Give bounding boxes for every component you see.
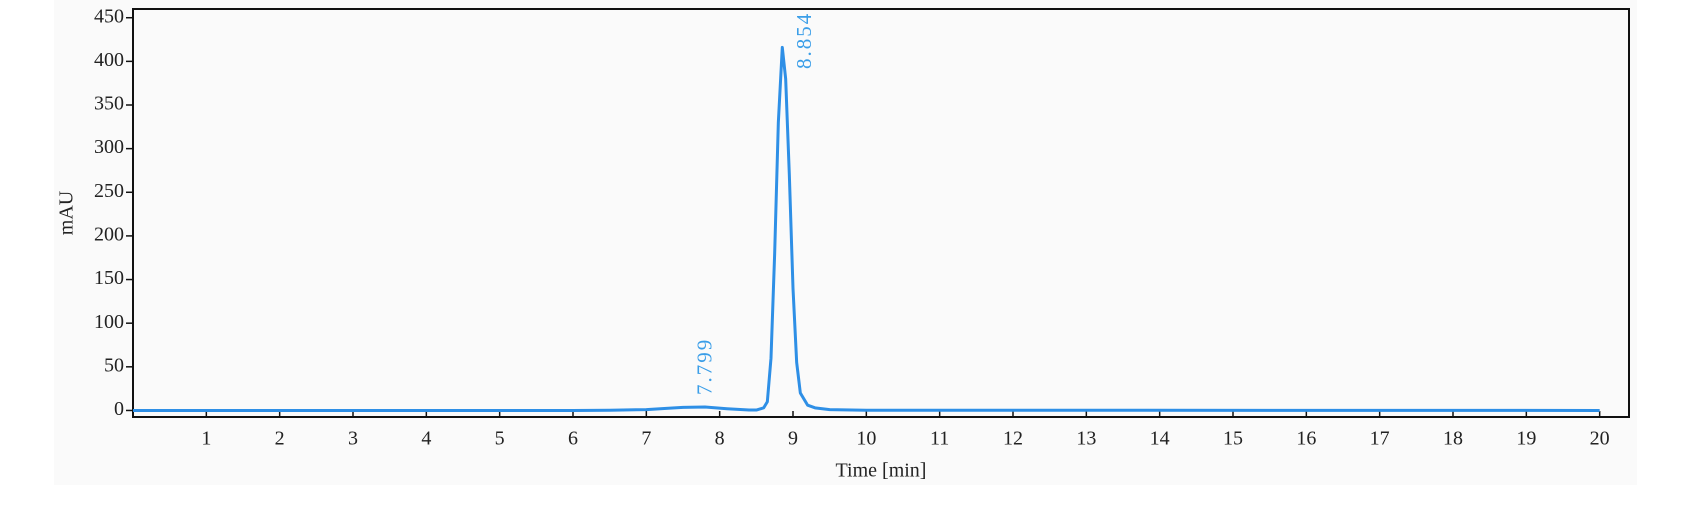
y-tick-label: 150 bbox=[94, 267, 124, 289]
x-tick-label: 15 bbox=[1223, 428, 1243, 450]
x-tick-label: 8 bbox=[715, 428, 725, 450]
x-tick-label: 18 bbox=[1443, 428, 1463, 450]
x-tick-label: 7 bbox=[641, 428, 651, 450]
x-tick-label: 1 bbox=[201, 428, 211, 450]
x-tick-label: 19 bbox=[1516, 428, 1536, 450]
y-tick-label: 350 bbox=[94, 93, 124, 115]
y-tick-label: 100 bbox=[94, 311, 124, 333]
y-tick-label: 400 bbox=[94, 49, 124, 71]
peak-label: 8.854 bbox=[792, 12, 816, 69]
peak-label: 7.799 bbox=[693, 338, 717, 395]
chart-background bbox=[54, 0, 1637, 485]
y-tick-label: 250 bbox=[94, 180, 124, 202]
x-tick-label: 2 bbox=[275, 428, 285, 450]
x-tick-label: 6 bbox=[568, 428, 578, 450]
y-axis-title: mAU bbox=[56, 190, 78, 235]
x-tick-label: 14 bbox=[1150, 428, 1170, 450]
x-tick-label: 10 bbox=[856, 428, 876, 450]
x-tick-label: 9 bbox=[788, 428, 798, 450]
y-tick-label: 0 bbox=[114, 398, 124, 420]
x-tick-label: 13 bbox=[1076, 428, 1096, 450]
x-tick-label: 20 bbox=[1590, 428, 1610, 450]
x-tick-label: 3 bbox=[348, 428, 358, 450]
y-tick-label: 50 bbox=[104, 354, 124, 376]
x-tick-label: 17 bbox=[1370, 428, 1390, 450]
x-tick-label: 4 bbox=[421, 428, 431, 450]
x-tick-label: 5 bbox=[495, 428, 505, 450]
x-tick-label: 11 bbox=[930, 428, 949, 450]
x-tick-label: 16 bbox=[1296, 428, 1316, 450]
x-axis-title: Time [min] bbox=[836, 460, 927, 482]
y-tick-label: 300 bbox=[94, 136, 124, 158]
x-tick-label: 12 bbox=[1003, 428, 1023, 450]
chromatogram-line bbox=[133, 45, 1600, 412]
plot-frame bbox=[132, 8, 1630, 418]
y-tick-label: 450 bbox=[94, 5, 124, 27]
y-tick-label: 200 bbox=[94, 224, 124, 246]
